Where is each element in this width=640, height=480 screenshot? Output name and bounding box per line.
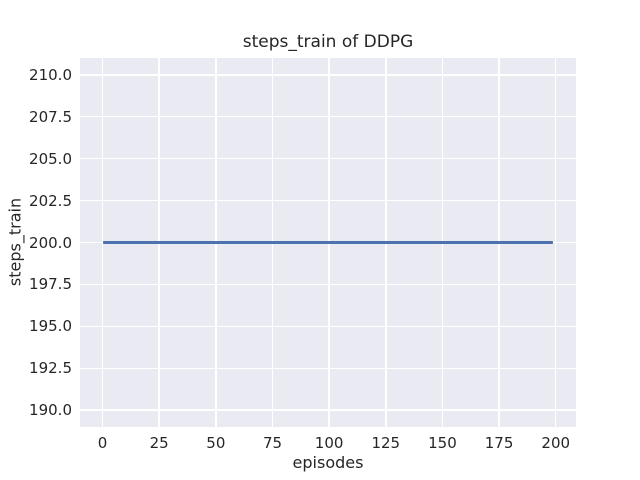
x-tick-label: 100 bbox=[314, 434, 344, 452]
gridline-horizontal bbox=[80, 199, 576, 202]
gridline-horizontal bbox=[80, 157, 576, 160]
y-axis-label: steps_train bbox=[5, 197, 25, 287]
x-tick-label: 50 bbox=[206, 434, 226, 452]
y-tick-label: 190.0 bbox=[29, 401, 72, 420]
x-axis-label: episodes bbox=[292, 453, 364, 472]
y-tick-label: 192.5 bbox=[29, 359, 72, 378]
gridline-horizontal bbox=[80, 115, 576, 118]
x-tick-label: 0 bbox=[97, 434, 108, 452]
data-line-steps_train bbox=[102, 241, 554, 244]
y-tick-label: 197.5 bbox=[29, 275, 72, 294]
plot-area bbox=[80, 58, 576, 427]
gridline-horizontal bbox=[80, 283, 576, 286]
y-tick-label: 207.5 bbox=[29, 107, 72, 126]
y-tick-label: 202.5 bbox=[29, 191, 72, 210]
y-tick-label: 210.0 bbox=[29, 65, 72, 84]
gridline-horizontal bbox=[80, 367, 576, 370]
x-tick-label: 150 bbox=[428, 434, 457, 452]
x-tick-label: 175 bbox=[484, 434, 514, 452]
x-tick-label: 75 bbox=[262, 434, 283, 452]
x-tick-label: 25 bbox=[149, 434, 169, 452]
y-tick-label: 195.0 bbox=[29, 317, 72, 336]
gridline-horizontal bbox=[80, 325, 576, 328]
x-tick-label: 200 bbox=[541, 434, 571, 452]
gridline-horizontal bbox=[80, 74, 576, 76]
gridline-vertical bbox=[554, 58, 557, 427]
gridline-horizontal bbox=[80, 409, 576, 411]
y-tick-label: 205.0 bbox=[29, 149, 72, 168]
chart-title: steps_train of DDPG bbox=[242, 32, 414, 52]
x-tick-label: 125 bbox=[371, 434, 401, 452]
y-tick-label: 200.0 bbox=[29, 233, 72, 252]
